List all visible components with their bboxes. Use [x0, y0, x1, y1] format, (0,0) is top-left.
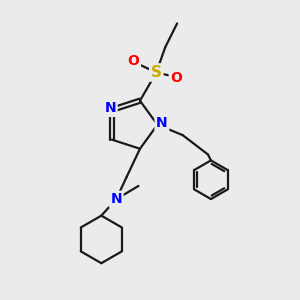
Text: O: O: [128, 55, 140, 68]
Text: N: N: [156, 116, 168, 130]
Text: N: N: [104, 101, 116, 116]
Text: O: O: [170, 70, 182, 85]
Text: S: S: [151, 65, 162, 80]
Text: N: N: [110, 192, 122, 206]
